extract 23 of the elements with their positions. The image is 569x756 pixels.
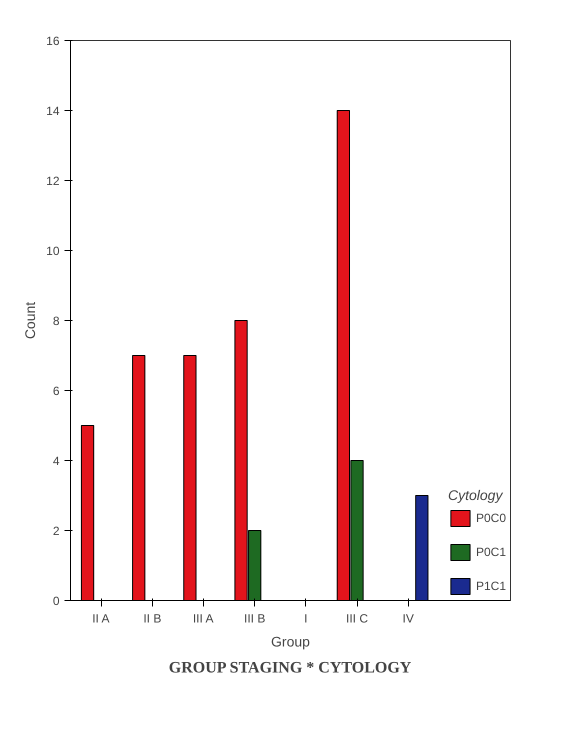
- y-tick-label: 2: [52, 524, 60, 538]
- text: GROUP STAGING * CYTOLOGY: [168, 660, 412, 676]
- legend-label: P1C1: [476, 579, 506, 593]
- y-tick-label: 12: [46, 174, 60, 188]
- x-tick-label: II B: [143, 612, 162, 626]
- y-axis-title: Count: [22, 302, 38, 340]
- x-tick-label: III A: [192, 612, 214, 626]
- legend-label: P0C1: [476, 545, 506, 559]
- legend-label: P0C0: [476, 511, 506, 525]
- y-tick-label: 16: [46, 34, 60, 48]
- y-tick-label: 10: [46, 244, 60, 258]
- y-tick-label: 0: [52, 594, 60, 608]
- x-tick-label: II A: [92, 612, 110, 626]
- y-tick-label: 6: [52, 384, 60, 398]
- y-tick-label: 14: [46, 104, 60, 118]
- legend-title: Cytology: [448, 487, 504, 503]
- x-tick-label: III C: [346, 612, 368, 626]
- x-tick-label: IV: [402, 612, 414, 626]
- x-tick-label: I: [304, 612, 308, 626]
- x-axis-title: Group: [271, 634, 310, 650]
- x-tick-label: III B: [244, 612, 266, 626]
- y-tick-label: 8: [52, 314, 60, 328]
- y-tick-label: 4: [52, 454, 60, 468]
